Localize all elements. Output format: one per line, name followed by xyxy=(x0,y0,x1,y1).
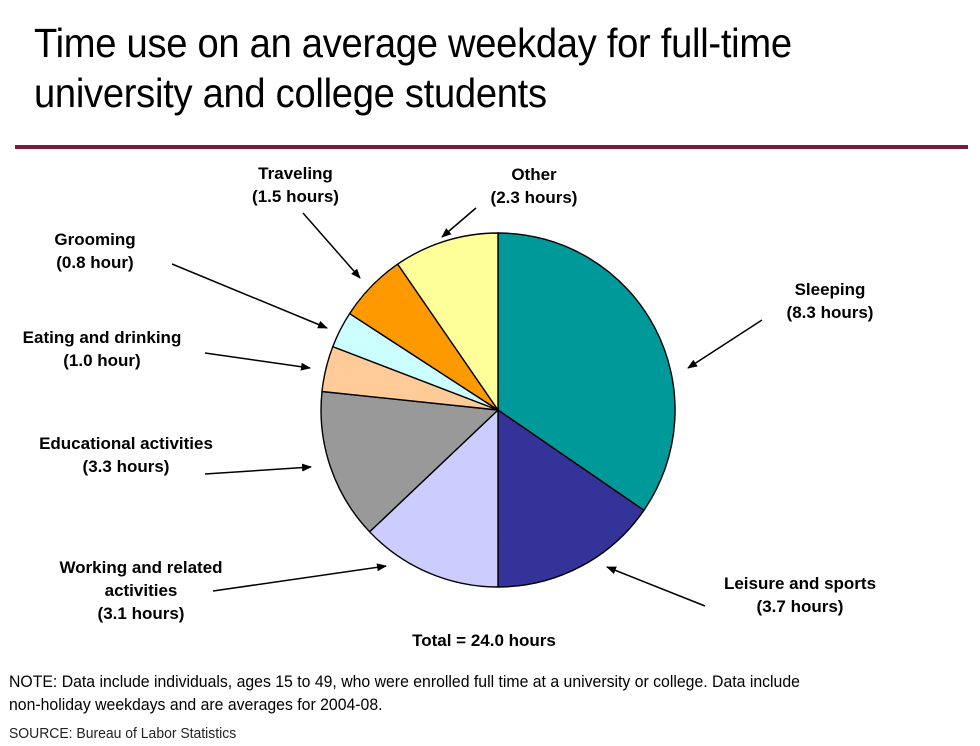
slice-educational xyxy=(320,390,499,533)
footnote: NOTE: Data include individuals, ages 15 … xyxy=(9,672,800,714)
slice-leisure xyxy=(497,409,645,588)
arrow-working xyxy=(212,563,387,592)
arrow-educational xyxy=(204,463,312,475)
arrow-eating xyxy=(204,352,311,371)
chart-title-line2: university and college students xyxy=(34,70,547,116)
slice-other xyxy=(397,232,499,411)
label-sleeping: Sleeping (8.3 hours) xyxy=(786,280,874,322)
arrow-traveling xyxy=(302,212,361,279)
slice-sleeping xyxy=(497,232,676,511)
chart-title-line1: Time use on an average weekday for full-… xyxy=(34,20,792,66)
chart-title: Time use on an average weekday for full-… xyxy=(34,18,908,118)
label-traveling: Traveling (1.5 hours) xyxy=(252,164,339,206)
arrow-other xyxy=(441,207,477,238)
source-note: SOURCE: Bureau of Labor Statistics xyxy=(9,725,237,742)
label-educational: Educational activities (3.3 hours) xyxy=(39,434,213,476)
label-working: Working and related activities (3.1 hour… xyxy=(59,558,223,623)
arrow-sleeping xyxy=(687,319,763,369)
label-other: Other (2.3 hours) xyxy=(490,165,578,207)
total-label: Total = 24.0 hours xyxy=(412,631,556,650)
title-divider xyxy=(15,145,968,149)
label-leisure: Leisure and sports (3.7 hours) xyxy=(723,574,877,616)
label-eating: Eating and drinking (1.0 hour) xyxy=(22,328,182,370)
arrow-leisure xyxy=(606,566,706,607)
slice-working xyxy=(368,409,499,588)
arrow-grooming xyxy=(171,263,328,329)
label-grooming: Grooming (0.8 hour) xyxy=(54,230,136,272)
